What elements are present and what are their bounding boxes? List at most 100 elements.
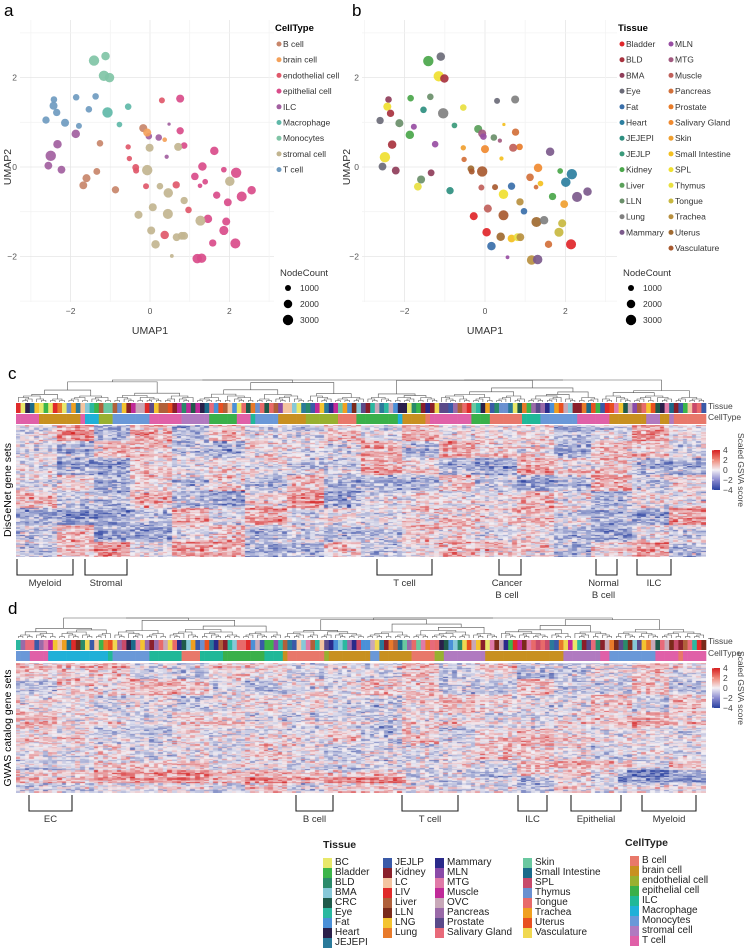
tissue-annotation-cell — [397, 640, 403, 650]
celltype-annotation-cell — [466, 651, 472, 661]
tissue-annotation-cell — [420, 640, 426, 650]
celltype-annotation-cell — [296, 414, 302, 424]
tissue-annotation-cell — [108, 403, 113, 413]
celltype-annotation-cell — [397, 414, 403, 424]
dendrogram-branch — [556, 636, 562, 638]
data-point-kidney — [407, 94, 414, 102]
data-point-kidney — [405, 130, 415, 140]
celltype-annotation-cell — [57, 651, 63, 661]
tissue-annotation-cell — [692, 403, 698, 413]
dendrogram-branch — [698, 400, 704, 402]
celltype-annotation-cell — [374, 414, 380, 424]
data-point-epithelial-cell — [196, 253, 207, 263]
celltype-annotation-cell — [471, 414, 477, 424]
celltype-annotation-cell — [526, 651, 532, 661]
bracket-label: Epithelial — [577, 814, 616, 825]
dendrogram-branch — [128, 633, 140, 638]
tissue-annotation-cell — [163, 403, 169, 413]
legend-label: SPL — [535, 877, 554, 888]
legend-label: MTG — [447, 877, 470, 888]
colorbar-tick-label: 4 — [723, 445, 728, 455]
dendrogram-branch — [340, 636, 346, 638]
tissue-annotation-cell — [572, 640, 578, 650]
tissue-annotation-cell — [600, 640, 606, 650]
celltype-annotation-cell — [609, 414, 615, 424]
dendrogram-branch — [528, 400, 534, 402]
tissue-annotation-cell — [103, 640, 109, 650]
celltype-annotation-cell — [430, 651, 435, 661]
legend-label: Skin — [675, 133, 692, 143]
data-point-epithelial-cell — [247, 186, 256, 195]
dendrogram-branch — [505, 631, 533, 634]
legend-label: Kidney — [395, 867, 426, 878]
tissue-annotation-cell — [89, 640, 95, 650]
celltype-annotation-cell — [660, 414, 665, 424]
celltype-annotation-cell — [195, 414, 201, 424]
bracket-label: Cancer — [492, 578, 523, 589]
data-point-epithelial-cell — [197, 183, 203, 189]
tissue-annotation-cell — [342, 640, 348, 650]
celltype-legend-item: ILC — [630, 896, 708, 906]
tissue-annotation-cell — [618, 640, 624, 650]
tissue-annotation-cell — [476, 640, 481, 650]
celltype-annotation-cell — [236, 414, 242, 424]
tissue-annotation-cell — [62, 403, 67, 413]
celltype-annotation-cell — [278, 414, 284, 424]
celltype-annotation-cell — [292, 651, 297, 661]
data-point-kidney — [548, 192, 557, 201]
celltype-annotation-cell — [181, 651, 187, 661]
bracket-cancer-b-cell — [498, 559, 522, 576]
data-point-bma — [391, 166, 400, 175]
tissue-legend-item: Kidney — [383, 868, 426, 878]
legend-swatch — [383, 858, 392, 868]
celltype-annotation-cell — [655, 651, 661, 661]
y-axis-label: UMAP2 — [341, 149, 353, 185]
legend-label: B cell — [642, 855, 667, 866]
legend-swatch — [276, 104, 282, 110]
celltype-annotation-cell — [338, 651, 343, 661]
celltype-annotation-cell — [167, 651, 173, 661]
data-point-spl — [379, 151, 391, 163]
celltype-annotation-cell — [397, 651, 403, 661]
tissue-annotation-cell — [577, 403, 583, 413]
celltype-annotation-cell — [591, 651, 596, 661]
tissue-annotation-cell — [646, 640, 652, 650]
celltype-annotation-cell — [85, 651, 90, 661]
tissue-annotation-cell — [172, 640, 178, 650]
tissue-annotation-cell — [641, 640, 647, 650]
celltype-annotation-cell — [103, 414, 109, 424]
celltype-annotation-cell — [236, 651, 242, 661]
data-point-ilc — [155, 134, 163, 141]
dendrogram-branch — [438, 627, 485, 634]
tissue-annotation-cell — [660, 403, 665, 413]
dendrogram-branch — [50, 636, 56, 638]
celltype-annotation-cell — [71, 651, 77, 661]
legend-label: Salivary Gland — [447, 927, 513, 938]
bracket-label: ILC — [647, 578, 662, 589]
dendrogram-branch — [197, 400, 203, 402]
tissue-legend-item: Thymus — [523, 888, 601, 898]
dendrogram-branch — [35, 627, 92, 632]
dendrogram-branch — [588, 400, 594, 402]
tissue-annotation-cell — [158, 640, 164, 650]
celltype-annotation-cell — [278, 651, 284, 661]
celltype-annotation-cell — [131, 651, 136, 661]
dendrogram-branch — [73, 636, 79, 638]
tissue-annotation-cell — [287, 403, 293, 413]
celltype-annotation-cell — [172, 651, 178, 661]
celltype-annotation-cell — [209, 414, 215, 424]
tissue-annotation-cell — [43, 640, 49, 650]
x-tick-label: 0 — [148, 306, 153, 316]
legend-swatch — [383, 928, 392, 938]
celltype-annotation-cell — [20, 651, 26, 661]
data-point-mammary — [583, 187, 592, 196]
celltype-annotation-cell — [121, 651, 127, 661]
legend-label: Muscle — [447, 887, 479, 898]
tissue-annotation-cell — [140, 403, 146, 413]
celltype-annotation-cell — [57, 414, 63, 424]
dendrogram-branch — [279, 397, 290, 402]
dendrogram-branch — [533, 636, 539, 638]
legend-label: Eye — [626, 86, 641, 96]
dendrogram-branch — [450, 400, 456, 402]
bracket-stromal — [84, 559, 128, 576]
